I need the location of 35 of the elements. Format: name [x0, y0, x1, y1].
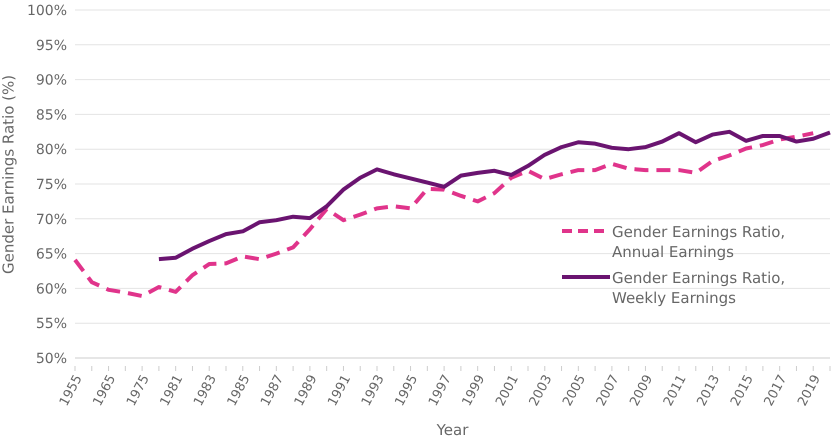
y-tick-label: 95%	[36, 38, 67, 54]
x-tick-label: 2009	[627, 372, 656, 409]
x-tick-label: 1995	[392, 372, 422, 409]
y-axis-title: Gender Earnings Ratio (%)	[0, 74, 18, 274]
y-tick-label: 90%	[36, 72, 67, 89]
x-tick-label: 1965	[90, 372, 120, 409]
y-tick-label: 65%	[36, 246, 67, 263]
legend-label: Gender Earnings Ratio, Annual Earnings	[612, 222, 786, 262]
x-tick-label: 1985	[224, 372, 254, 409]
x-tick-label: 1989	[292, 372, 321, 409]
legend-label: Gender Earnings Ratio, Weekly Earnings	[612, 268, 786, 308]
line-series	[156, 130, 832, 262]
y-tick-label: 60%	[36, 281, 67, 298]
x-tick-label: 2003	[526, 372, 556, 409]
x-tick-label: 1999	[460, 372, 488, 409]
x-tick-label: 1993	[358, 372, 388, 409]
x-tick-label: 2013	[694, 372, 724, 409]
y-tick-label: 85%	[36, 107, 67, 124]
y-tick-label: 55%	[36, 316, 67, 332]
x-tick-label: 1997	[426, 372, 455, 409]
y-tick-label: 75%	[36, 176, 67, 193]
y-tick-label: 80%	[36, 142, 67, 158]
y-tick-label: 100%	[26, 2, 67, 19]
x-tick-label: 2005	[560, 372, 590, 409]
x-tick-label: 2019	[795, 372, 824, 409]
x-tick-label: 2007	[594, 372, 623, 409]
x-tick-label: 2015	[728, 372, 757, 409]
x-tick-label: 1955	[56, 372, 86, 409]
x-axis-title: Year	[436, 421, 470, 439]
y-tick-label: 70%	[36, 212, 67, 228]
y-tick-label: 50%	[36, 350, 67, 367]
x-tick-label: 1975	[124, 372, 153, 409]
x-tick-label: 2017	[762, 372, 790, 409]
x-tick-label: 1983	[191, 372, 220, 409]
x-tick-label: 1987	[258, 372, 288, 409]
